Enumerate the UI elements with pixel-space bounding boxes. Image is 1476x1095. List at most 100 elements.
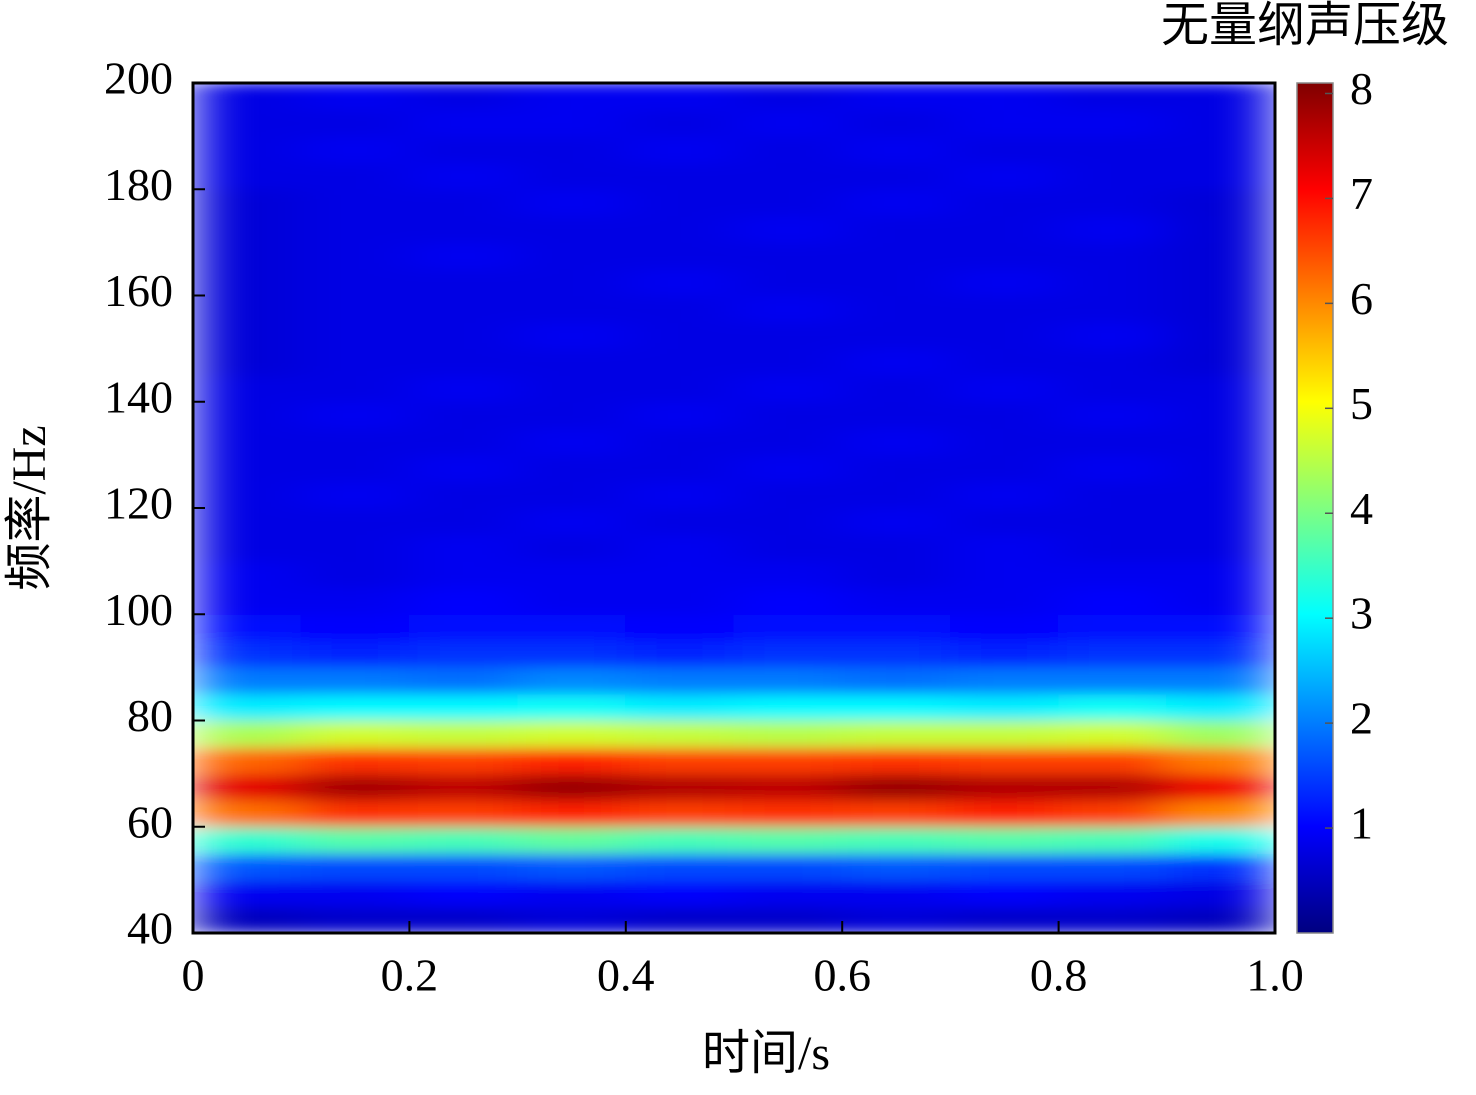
heatmap-cell — [949, 507, 1060, 536]
heatmap-cell — [625, 507, 735, 536]
heatmap-cell — [408, 879, 519, 907]
heatmap-cell — [193, 507, 302, 536]
heatmap-cell — [193, 321, 302, 350]
heatmap-cell — [949, 162, 1060, 190]
heatmap-cell — [733, 852, 843, 881]
heatmap-cell — [625, 348, 735, 376]
heatmap-cell — [625, 109, 735, 137]
heatmap-cell — [949, 135, 1060, 164]
heatmap-cell — [1058, 720, 1168, 748]
heatmap-cell — [1058, 587, 1168, 615]
heatmap-cell — [408, 666, 519, 695]
heatmap-cell — [949, 454, 1060, 482]
heatmap-cell — [517, 401, 627, 429]
heatmap-cell — [733, 534, 843, 562]
heatmap-cell — [193, 109, 302, 137]
x-tick-label: 1.0 — [1246, 950, 1304, 1001]
heatmap-cell — [1058, 773, 1168, 801]
heatmap-cell — [733, 746, 843, 775]
heatmap-cell — [625, 587, 735, 615]
heatmap-cell — [408, 135, 519, 164]
heatmap-cell — [841, 640, 951, 668]
colorbar-tick-label: 5 — [1350, 378, 1373, 429]
heatmap-cell — [1166, 374, 1275, 403]
heatmap-cell — [625, 215, 735, 243]
heatmap-cell — [517, 427, 627, 456]
heatmap-cell — [1058, 241, 1168, 270]
heatmap-cell — [300, 162, 410, 190]
heatmap-cell — [733, 879, 843, 907]
heatmap-cell — [1058, 560, 1168, 589]
heatmap-cell — [300, 720, 410, 748]
heatmap-cell — [1058, 746, 1168, 775]
heatmap-cell — [625, 826, 735, 854]
heatmap-cell — [408, 852, 519, 881]
heatmap — [193, 83, 1275, 933]
heatmap-cell — [1166, 109, 1275, 137]
heatmap-cell — [841, 83, 951, 111]
heatmap-cell — [733, 773, 843, 801]
heatmap-cell — [1166, 666, 1275, 695]
heatmap-cell — [300, 852, 410, 881]
heatmap-cell — [949, 746, 1060, 775]
heatmap-cell — [949, 534, 1060, 562]
heatmap-cell — [1058, 348, 1168, 376]
heatmap-cell — [300, 401, 410, 429]
heatmap-cell — [1058, 693, 1168, 721]
heatmap-cell — [841, 162, 951, 190]
colorbar-tick-label: 8 — [1350, 63, 1373, 114]
heatmap-cell — [517, 773, 627, 801]
heatmap-cell — [300, 348, 410, 376]
heatmap-cell — [733, 215, 843, 243]
heatmap-cell — [1166, 162, 1275, 190]
heatmap-cell — [193, 720, 302, 748]
heatmap-cell — [408, 720, 519, 748]
heatmap-cell — [841, 188, 951, 217]
heatmap-cell — [625, 640, 735, 668]
heatmap-cell — [193, 613, 302, 642]
heatmap-cell — [193, 268, 302, 296]
heatmap-cell — [841, 268, 951, 296]
heatmap-cell — [733, 826, 843, 854]
x-tick-label: 0.2 — [381, 950, 439, 1001]
heatmap-cell — [408, 268, 519, 296]
heatmap-cell — [841, 852, 951, 881]
heatmap-cell — [1166, 693, 1275, 721]
heatmap-cell — [841, 666, 951, 695]
heatmap-cell — [300, 427, 410, 456]
heatmap-cell — [408, 613, 519, 642]
heatmap-cell — [625, 374, 735, 403]
heatmap-cell — [193, 905, 302, 933]
heatmap-cell — [1166, 188, 1275, 217]
heatmap-cell — [625, 879, 735, 907]
colorbar-tick-label: 6 — [1350, 273, 1373, 324]
heatmap-cell — [193, 773, 302, 801]
heatmap-cell — [193, 454, 302, 482]
heatmap-cell — [408, 401, 519, 429]
heatmap-cell — [733, 507, 843, 536]
heatmap-cell — [625, 693, 735, 721]
heatmap-cell — [300, 454, 410, 482]
heatmap-cell — [625, 666, 735, 695]
heatmap-cell — [300, 321, 410, 350]
heatmap-cell — [949, 321, 1060, 350]
heatmap-cell — [1058, 826, 1168, 854]
heatmap-cell — [300, 799, 410, 828]
heatmap-cell — [1166, 852, 1275, 881]
heatmap-cell — [1058, 905, 1168, 933]
heatmap-cell — [733, 295, 843, 323]
heatmap-cell — [1058, 613, 1168, 642]
heatmap-cell — [1166, 640, 1275, 668]
heatmap-cell — [733, 162, 843, 190]
heatmap-cell — [625, 799, 735, 828]
heatmap-cell — [733, 135, 843, 164]
heatmap-cell — [625, 241, 735, 270]
heatmap-cell — [408, 773, 519, 801]
colorbar — [1296, 82, 1334, 934]
heatmap-cell — [625, 401, 735, 429]
heatmap-cell — [1058, 534, 1168, 562]
y-axis-label: 频率/Hz — [3, 425, 56, 590]
heatmap-cell — [517, 83, 627, 111]
